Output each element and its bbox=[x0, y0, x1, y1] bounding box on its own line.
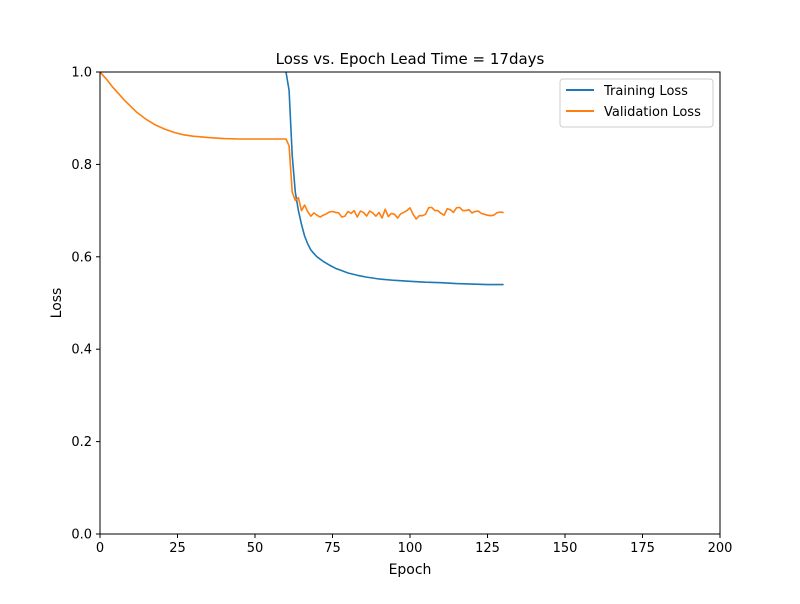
x-tick-label: 150 bbox=[553, 541, 578, 556]
y-tick-label: 0.4 bbox=[71, 343, 92, 358]
x-tick-label: 125 bbox=[475, 541, 500, 556]
x-axis: 0 25 50 75 100 125 150 175 200 bbox=[96, 534, 733, 556]
legend-label-validation-loss: Validation Loss bbox=[604, 105, 701, 120]
series-line-validation-loss bbox=[100, 72, 504, 220]
x-tick-label: 50 bbox=[247, 541, 264, 556]
y-axis-label: Loss bbox=[49, 288, 65, 319]
x-tick-label: 75 bbox=[324, 541, 341, 556]
series-layer bbox=[100, 72, 504, 286]
x-tick-label: 25 bbox=[169, 541, 186, 556]
y-tick-label: 0.8 bbox=[71, 158, 92, 173]
y-axis: 0.0 0.2 0.4 0.6 0.8 1.0 bbox=[71, 66, 100, 543]
x-axis-label: Epoch bbox=[389, 562, 432, 578]
y-tick-label: 0.0 bbox=[71, 528, 92, 543]
legend-box bbox=[559, 78, 714, 128]
legend: Training Loss Validation Loss bbox=[559, 78, 714, 128]
series-line-training-loss bbox=[285, 72, 504, 286]
y-tick-label: 0.2 bbox=[71, 435, 92, 450]
x-tick-label: 200 bbox=[708, 541, 733, 556]
x-tick-label: 100 bbox=[398, 541, 423, 556]
legend-label-training-loss: Training Loss bbox=[603, 84, 688, 99]
x-tick-label: 0 bbox=[96, 541, 104, 556]
y-tick-label: 1.0 bbox=[71, 66, 92, 81]
x-tick-label: 175 bbox=[630, 541, 655, 556]
chart-title: Loss vs. Epoch Lead Time = 17days bbox=[276, 50, 545, 68]
y-tick-label: 0.6 bbox=[71, 250, 92, 265]
